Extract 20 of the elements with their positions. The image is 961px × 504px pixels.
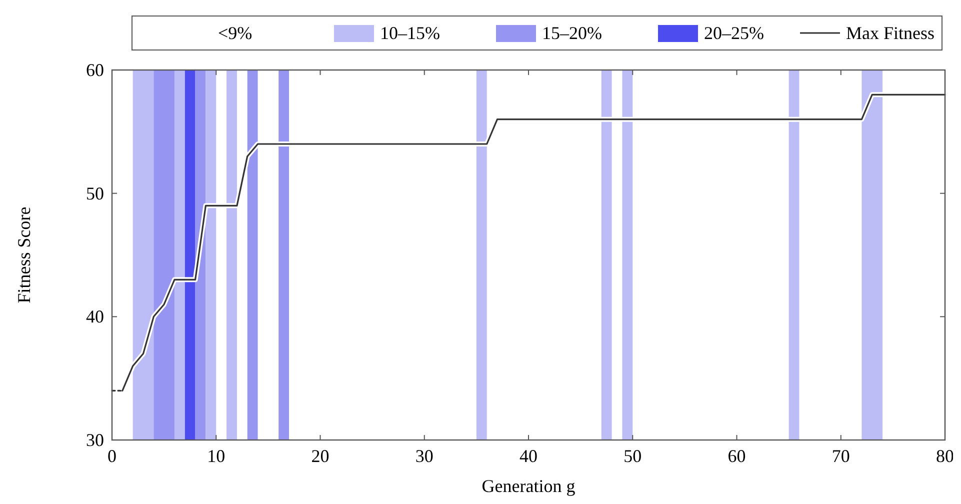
x-tick-label: 80 — [936, 446, 954, 466]
x-tick-label: 20 — [311, 446, 330, 466]
x-tick-label: 70 — [832, 446, 850, 466]
legend-label: Max Fitness — [846, 23, 935, 43]
y-axis-title: Fitness Score — [14, 206, 34, 304]
x-tick-label: 50 — [624, 446, 642, 466]
y-tick-label: 60 — [86, 60, 104, 80]
y-tick-label: 40 — [86, 306, 104, 327]
x-tick-label: 60 — [728, 446, 746, 466]
legend-label: 15–20% — [542, 23, 602, 43]
legend-label: 10–15% — [380, 23, 440, 43]
x-tick-label: 30 — [415, 446, 434, 466]
y-tick-label: 50 — [86, 183, 104, 204]
x-tick-label: 40 — [520, 446, 538, 466]
y-tick-label: 30 — [86, 430, 104, 450]
x-axis-title: Generation g — [482, 476, 576, 496]
x-tick-label: 0 — [108, 446, 116, 466]
legend-title: <9% — [218, 23, 252, 43]
legend-label: 20–25% — [704, 23, 764, 43]
x-tick-label: 10 — [207, 446, 226, 466]
